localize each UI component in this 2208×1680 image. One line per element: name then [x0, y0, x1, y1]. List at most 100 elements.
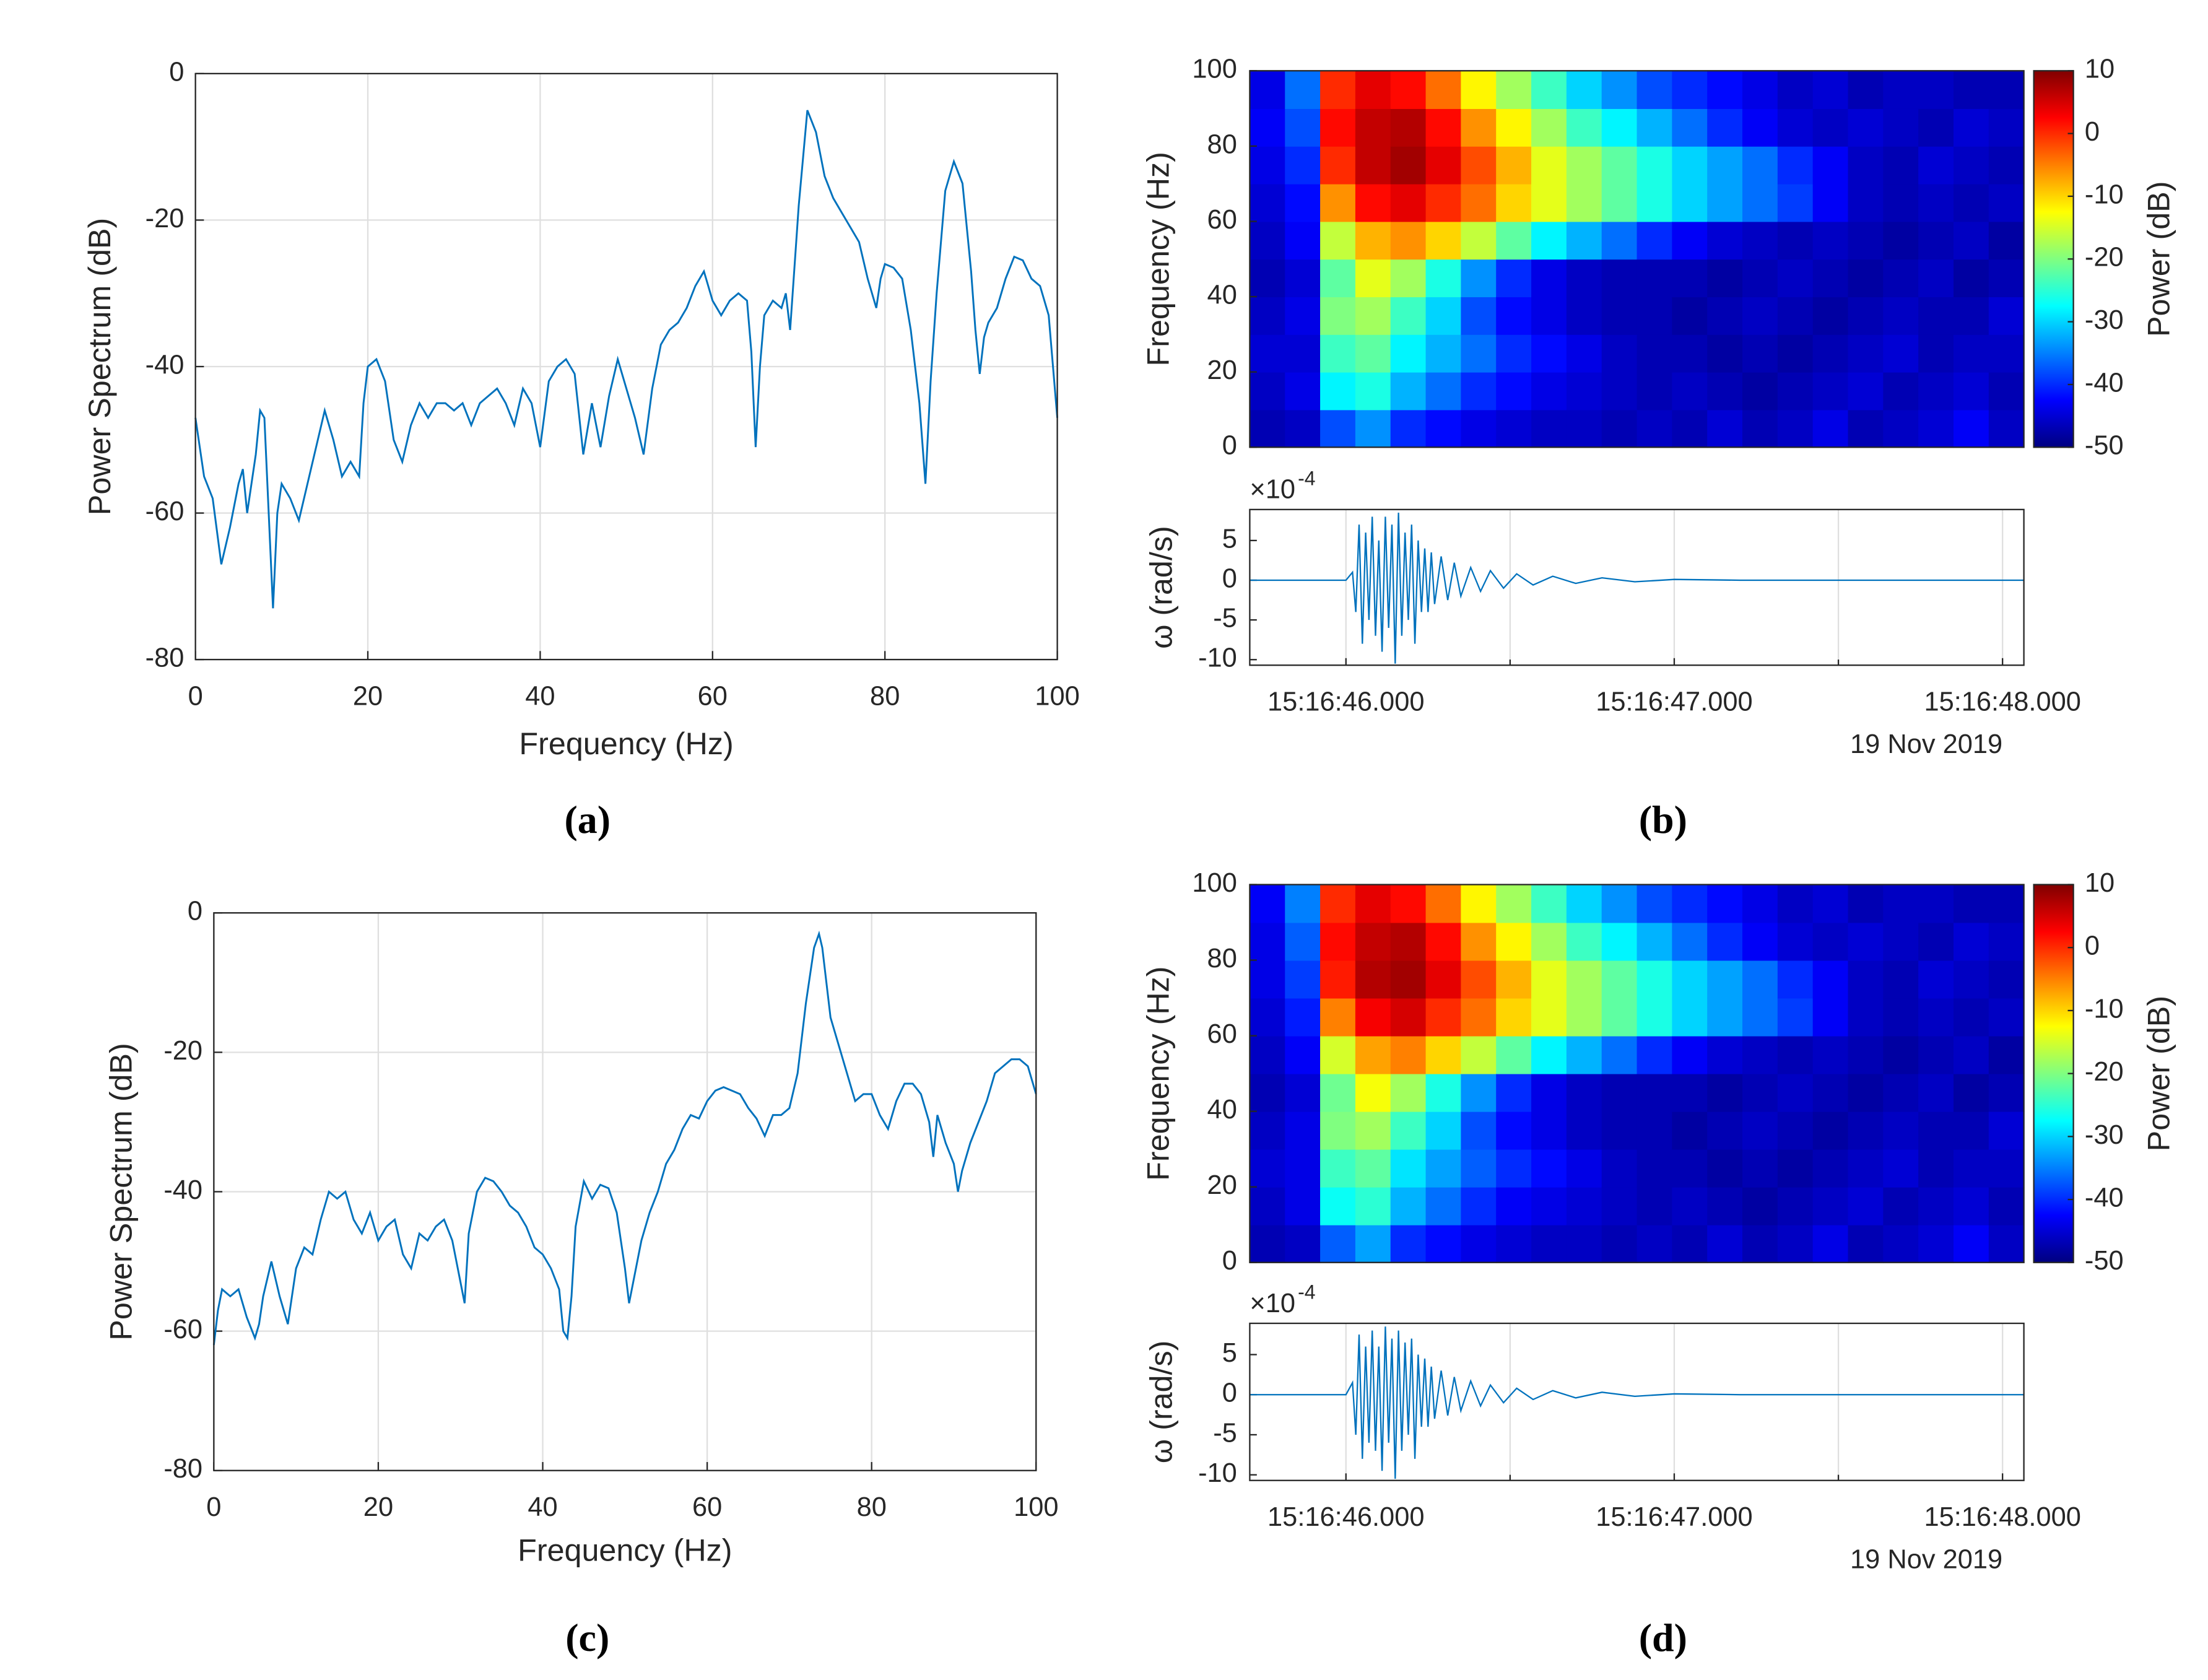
spectrogram-cell	[1425, 334, 1462, 373]
colorbar	[2033, 70, 2074, 448]
y-exponent: -4	[1298, 1281, 1315, 1303]
spectrogram-cell	[1285, 1073, 1321, 1112]
spectrogram-cell	[1742, 71, 1778, 109]
spectrogram-cell	[1601, 1111, 1638, 1150]
colorbar-tick-label: -10	[2085, 994, 2124, 1024]
spectrogram-cell	[1672, 1035, 1708, 1074]
spectrogram-cell	[1988, 259, 2025, 297]
spectrogram-cell	[1883, 372, 1919, 411]
spectrogram-cell	[1742, 922, 1778, 961]
spectrogram-cell	[1742, 183, 1778, 222]
x-tick-label: 0	[188, 681, 203, 711]
spectrogram-cell	[1601, 998, 1638, 1037]
spectrogram-cell	[1285, 960, 1321, 999]
spectrogram-cell	[1531, 960, 1567, 999]
spectrogram-cell	[1461, 221, 1497, 260]
spectrogram-cell	[1285, 998, 1321, 1037]
spectrogram-cell	[1461, 297, 1497, 335]
spectrogram-cell	[1636, 1186, 1673, 1225]
y-multiplier: ×10	[1250, 475, 1295, 505]
spectrogram-cell	[1601, 1186, 1638, 1225]
spectrogram-cell	[1566, 998, 1602, 1037]
spectrogram-cell	[1250, 409, 1286, 448]
spectrogram-cell	[1812, 922, 1849, 961]
spectrogram-cell	[1812, 1035, 1849, 1074]
spectrogram-cell	[1742, 334, 1778, 373]
spectrogram-cell	[1812, 1224, 1849, 1263]
spectrogram-cell	[1883, 297, 1919, 335]
spectrogram-cell	[1425, 1035, 1462, 1074]
waveform-line	[1250, 512, 2024, 664]
spectrogram-cell	[1918, 1111, 1954, 1150]
spectrogram-cell	[1812, 960, 1849, 999]
spectrogram-cell	[1988, 1073, 2025, 1112]
spectrogram-cell	[1390, 1035, 1427, 1074]
spectrogram-cell	[1918, 884, 1954, 923]
spectrogram-cell	[1812, 146, 1849, 185]
spectrogram-cell	[1672, 334, 1708, 373]
spectrogram-cell	[1812, 1149, 1849, 1188]
y-tick-label: 0	[1222, 1246, 1237, 1276]
spectrogram-cell	[1531, 71, 1567, 109]
spectrogram-cell	[1320, 221, 1356, 260]
spectrogram-cell	[1848, 108, 1884, 147]
spectrogram-cell	[1953, 183, 1989, 222]
spectrogram-cell	[1461, 71, 1497, 109]
spectrogram-cell	[1531, 108, 1567, 147]
spectrogram-cell	[1566, 1111, 1602, 1150]
spectrogram-cell	[1953, 960, 1989, 999]
spectrogram-cell	[1953, 884, 1989, 923]
spectrogram-cell	[1461, 1111, 1497, 1150]
spectrogram-cell	[1707, 297, 1743, 335]
spectrogram-cell	[1425, 259, 1462, 297]
colorbar-tick-label: 0	[2085, 117, 2100, 147]
spectrogram-cell	[1953, 922, 1989, 961]
spectrogram-cell	[1988, 1186, 2025, 1225]
colorbar-tick-label: -30	[2085, 1120, 2124, 1150]
axes-box	[1249, 884, 2025, 1263]
y-tick-label: -40	[163, 1175, 202, 1205]
spectrogram-cell	[1636, 960, 1673, 999]
spectrogram-cell	[1390, 334, 1427, 373]
caption: (c)	[565, 1616, 609, 1660]
spectrogram-cell	[1390, 71, 1427, 109]
spectrogram-cell	[1742, 146, 1778, 185]
spectrogram-cell	[1355, 884, 1391, 923]
spectrogram-cell	[1320, 297, 1356, 335]
spectrogram-cell	[1250, 71, 1286, 109]
spectrogram-cell	[1777, 334, 1814, 373]
spectrogram-cell	[1636, 884, 1673, 923]
spectrogram-cell	[1848, 998, 1884, 1037]
spectrogram-cell	[1355, 221, 1391, 260]
spectrogram-cell	[1672, 1224, 1708, 1263]
y-tick-label: 0	[1222, 1378, 1237, 1408]
spectrogram-cell	[1848, 221, 1884, 260]
spectrogram-cell	[1953, 71, 1989, 109]
spectrogram-cell	[1320, 922, 1356, 961]
x-tick-label: 80	[870, 681, 900, 711]
spectrogram-cell	[1777, 1111, 1814, 1150]
spectrogram-cell	[1848, 259, 1884, 297]
spectrogram-cell	[1566, 297, 1602, 335]
spectrogram-cell	[1390, 960, 1427, 999]
spectrogram-cell	[1988, 71, 2025, 109]
spectrogram-cell	[1285, 71, 1321, 109]
spectrogram-cell	[1988, 108, 2025, 147]
spectrogram-cell	[1812, 259, 1849, 297]
spectrogram-cell	[1953, 108, 1989, 147]
spectrogram-cell	[1461, 259, 1497, 297]
spectrogram-cell	[1285, 922, 1321, 961]
spectrogram-cell	[1355, 1035, 1391, 1074]
spectrogram-cell	[1390, 922, 1427, 961]
y-tick-label: 20	[1207, 355, 1237, 385]
spectrogram-cell	[1742, 960, 1778, 999]
colorbar-label: Power (dB)	[2141, 181, 2176, 337]
spectrogram-cell	[1672, 922, 1708, 961]
spectrogram-cell	[1601, 183, 1638, 222]
spectrogram-cell	[1461, 1035, 1497, 1074]
spectrogram-cell	[1672, 884, 1708, 923]
spectrogram-cell	[1566, 1035, 1602, 1074]
spectrogram-cell	[1285, 146, 1321, 185]
spectrogram-cell	[1496, 221, 1532, 260]
spectrogram-cell	[1707, 146, 1743, 185]
